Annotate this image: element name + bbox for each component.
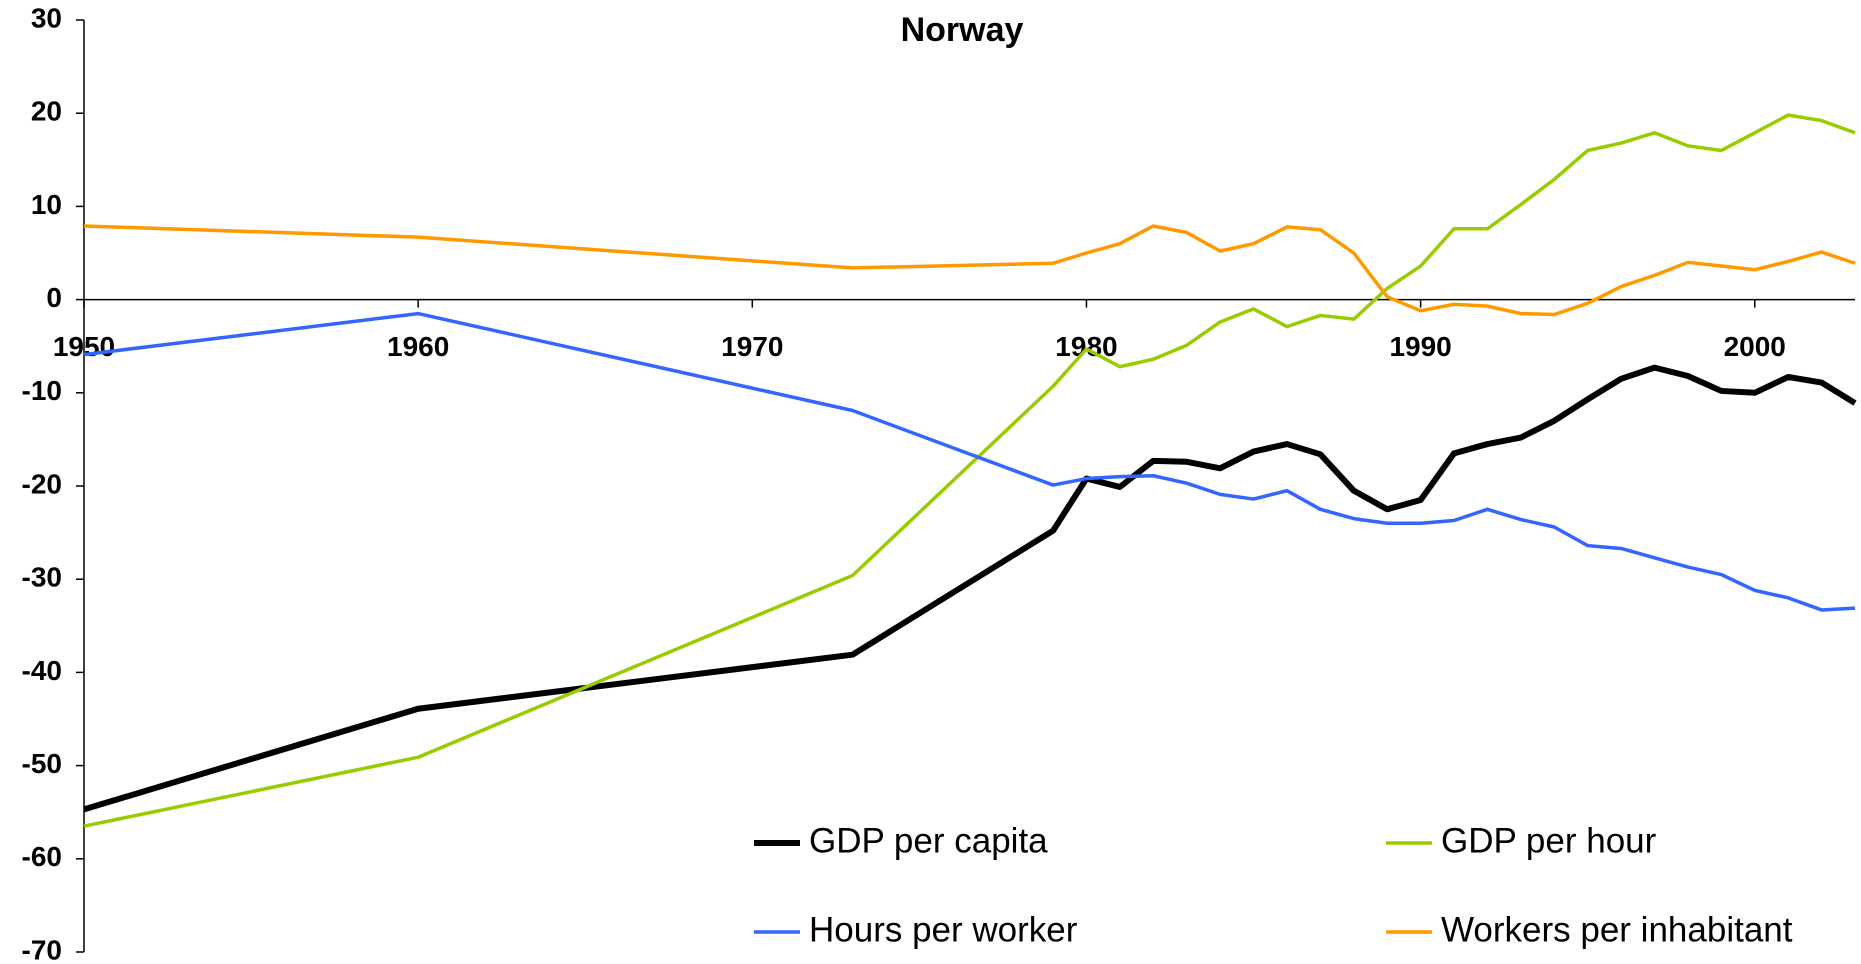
y-tick-label: -20	[22, 468, 62, 499]
y-tick-label: -10	[22, 375, 62, 406]
y-tick-label: -60	[22, 841, 62, 872]
x-tick-label: 1990	[1389, 331, 1451, 362]
y-tick-label: 0	[46, 282, 62, 313]
y-tick-label: -50	[22, 748, 62, 779]
y-tick-label: 30	[31, 2, 62, 33]
y-tick-label: 10	[31, 189, 62, 220]
series-line	[83, 224, 1856, 317]
chart-title: Norway	[901, 11, 1024, 49]
y-tick-label: -70	[22, 934, 62, 964]
x-tick-label: 1980	[1055, 331, 1117, 362]
x-tick-label: 1950	[53, 331, 115, 362]
legend-label: Hours per worker	[809, 910, 1078, 949]
x-tick-label: 1970	[721, 331, 783, 362]
y-tick-label: -40	[22, 655, 62, 686]
legend-label: GDP per hour	[1441, 821, 1657, 860]
y-tick-label: 20	[31, 96, 62, 127]
legend-label: Workers per inhabitant	[1441, 910, 1793, 949]
series-line	[83, 113, 1856, 828]
series-line	[83, 311, 1856, 612]
y-tick-label: -30	[22, 562, 62, 593]
x-tick-label: 2000	[1724, 331, 1786, 362]
legend-label: GDP per capita	[809, 821, 1048, 860]
series-line	[83, 364, 1857, 813]
x-tick-label: 1960	[387, 331, 449, 362]
